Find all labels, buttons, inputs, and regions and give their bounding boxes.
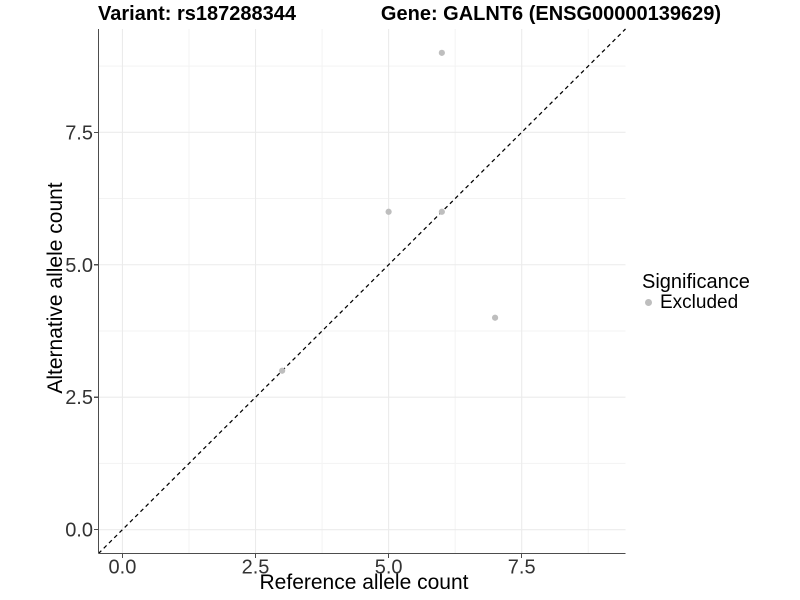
legend-key-dot-icon <box>644 299 652 306</box>
plot-title-gene: Gene: GALNT6 (ENSG00000139629) <box>380 3 722 25</box>
identity-dashed-line <box>98 28 626 554</box>
data-point <box>438 49 445 56</box>
legend-entry-label: Excluded <box>660 291 739 313</box>
x-tick-label: 2.5 <box>242 557 270 579</box>
x-axis-title: Reference allele count <box>259 571 469 594</box>
y-tick-label: 2.5 <box>65 387 93 409</box>
y-tick-label: 7.5 <box>65 122 93 144</box>
data-point <box>385 208 392 215</box>
y-tick-label: 5.0 <box>65 255 93 277</box>
legend-title: Significance <box>642 271 750 293</box>
y-axis-title: Alternative allele count <box>44 182 67 394</box>
x-tick-label: 0.0 <box>109 557 137 579</box>
legend-key <box>640 299 656 306</box>
y-tick-label: 0.0 <box>65 520 93 542</box>
x-tick-label: 5.0 <box>375 557 403 579</box>
legend-entry-excluded: Excluded <box>640 291 750 313</box>
x-tick-label: 7.5 <box>508 557 536 579</box>
data-point <box>279 367 286 374</box>
data-point <box>491 314 499 321</box>
data-point <box>438 208 445 215</box>
legend: Significance Excluded <box>640 271 750 313</box>
plot-title-variant: Variant: rs187288344 <box>98 3 296 25</box>
